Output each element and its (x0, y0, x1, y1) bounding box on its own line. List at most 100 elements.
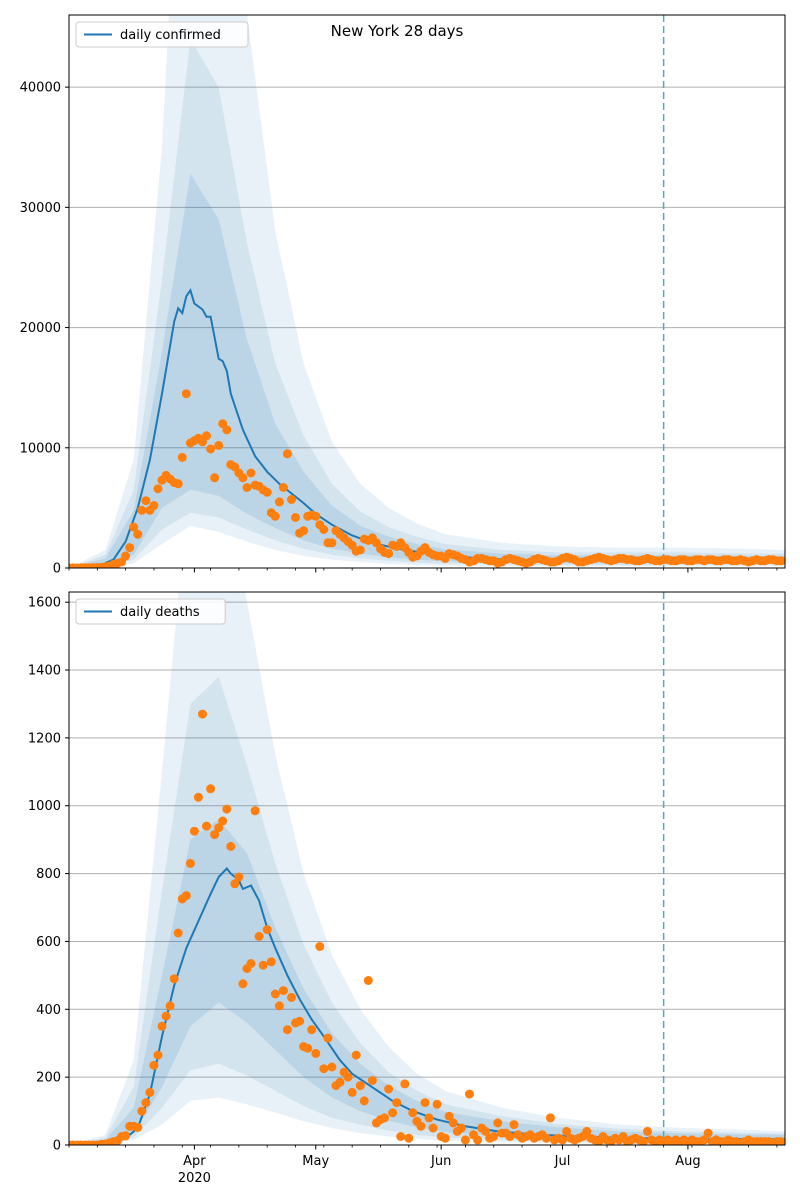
deaths-data-point (359, 1096, 369, 1106)
deaths-xtick-label: Jun (430, 1154, 451, 1169)
deaths-data-point (448, 1118, 458, 1128)
deaths-data-point (230, 879, 240, 889)
deaths-ytick-label: 800 (36, 867, 61, 882)
confirmed-data-point (242, 483, 252, 492)
deaths-data-point (355, 1081, 365, 1091)
confirmed-data-point (210, 473, 220, 483)
confirmed-data-point (355, 545, 365, 555)
deaths-data-point (400, 1079, 410, 1089)
deaths-ytick-label: 200 (36, 1071, 61, 1086)
confirmed-data-point (287, 495, 296, 504)
confirmed-data-point (214, 440, 224, 450)
deaths-data-point (210, 830, 220, 840)
deaths-data-point (193, 792, 203, 802)
confirmed-data-point (202, 431, 211, 441)
confirmed-data-point (270, 511, 280, 521)
deaths-data-point (214, 823, 224, 833)
confirmed-data-point (776, 556, 785, 566)
deaths-data-point (307, 1025, 317, 1035)
confirmed-data-point (173, 479, 183, 489)
deaths-data-point (315, 942, 325, 951)
confirmed-data-point (141, 496, 151, 506)
confirmed-data-point (238, 473, 248, 483)
deaths-data-point (121, 1131, 131, 1141)
deaths-data-point (222, 804, 232, 814)
deaths-ytick-label: 1200 (28, 731, 61, 746)
confirmed-legend-label: daily confirmed (120, 28, 221, 43)
deaths-ytick-label: 400 (36, 1003, 61, 1018)
confirmed-band-middle (69, 39, 785, 568)
deaths-data-point (456, 1123, 466, 1133)
deaths-data-point (206, 784, 216, 794)
deaths-data-point (258, 960, 268, 970)
confirmed-data-point (129, 522, 139, 532)
deaths-data-point (416, 1121, 426, 1131)
deaths-data-point (545, 1113, 555, 1123)
confirmed-data-point (149, 501, 159, 510)
confirmed-ytick-label: 10000 (20, 441, 61, 456)
deaths-data-point (424, 1113, 434, 1123)
deaths-data-point (493, 1118, 503, 1128)
confirmed-data-point (121, 551, 131, 561)
deaths-data-point (562, 1126, 572, 1136)
deaths-data-point (582, 1126, 592, 1136)
confirmed-data-point (137, 505, 147, 515)
deaths-data-point (428, 1123, 438, 1133)
confirmed-data-point (181, 389, 191, 399)
deaths-xtick-label: May (302, 1154, 329, 1169)
deaths-band-middle (69, 676, 785, 1145)
confirmed-data-point (262, 487, 272, 497)
deaths-data-point (460, 1135, 470, 1145)
confirmed-data-point (311, 511, 321, 521)
deaths-data-point (198, 709, 207, 719)
deaths-data-point (384, 1084, 394, 1094)
deaths-data-point (505, 1132, 515, 1141)
deaths-data-point (250, 806, 260, 816)
deaths-data-point (473, 1135, 483, 1145)
confirmed-data-point (278, 483, 288, 492)
confirmed-data-point (319, 525, 329, 534)
deaths-panel: 0 200 400 600 800 1000 1200 1400 1600 Apr May Jun Ju… (28, 591, 786, 1186)
confirmed-data-point (153, 484, 163, 494)
deaths-data-point (509, 1120, 519, 1130)
deaths-data-point (157, 1021, 167, 1031)
deaths-data-point (238, 979, 248, 989)
deaths-data-point (149, 1060, 159, 1070)
deaths-data-point (404, 1133, 414, 1143)
confirmed-axes-frame (68, 14, 786, 569)
deaths-xtick-label: Apr (183, 1154, 206, 1169)
deaths-data-point (351, 1050, 361, 1060)
deaths-data-point (327, 1062, 337, 1072)
deaths-legend-label: daily deaths (120, 605, 200, 620)
deaths-data-point (481, 1126, 491, 1136)
confirmed-data-point (246, 468, 256, 478)
confirmed-data-point (274, 497, 284, 507)
deaths-data-point (703, 1128, 713, 1138)
deaths-data-point (181, 891, 191, 901)
deaths-data-point (392, 1098, 402, 1108)
confirmed-data-point (327, 538, 337, 548)
deaths-xtick-label: Aug (675, 1154, 700, 1169)
deaths-band-inner (69, 819, 785, 1145)
deaths-data-point (266, 957, 276, 967)
deaths-data-point (408, 1108, 418, 1118)
confirmed-data-point (133, 529, 143, 539)
deaths-data-point (218, 816, 228, 826)
deaths-data-point (367, 1076, 377, 1085)
deaths-ytick-label: 1600 (28, 596, 61, 611)
deaths-data-point (169, 974, 179, 984)
deaths-ytick-label: 600 (36, 935, 61, 950)
deaths-data-point (311, 1048, 321, 1058)
deaths-legend-box (75, 598, 226, 625)
deaths-data-point (295, 1016, 305, 1026)
confirmed-band-outer (69, 15, 785, 568)
deaths-data-point (541, 1133, 551, 1143)
deaths-ytick-label: 1400 (28, 664, 61, 679)
deaths-data-point (189, 826, 199, 836)
confirmed-data-point (282, 449, 292, 459)
chart-title: New York 28 days (331, 22, 464, 40)
deaths-data-point (388, 1108, 398, 1118)
confirmed-data-point (291, 513, 300, 522)
deaths-data-point (165, 1001, 175, 1011)
